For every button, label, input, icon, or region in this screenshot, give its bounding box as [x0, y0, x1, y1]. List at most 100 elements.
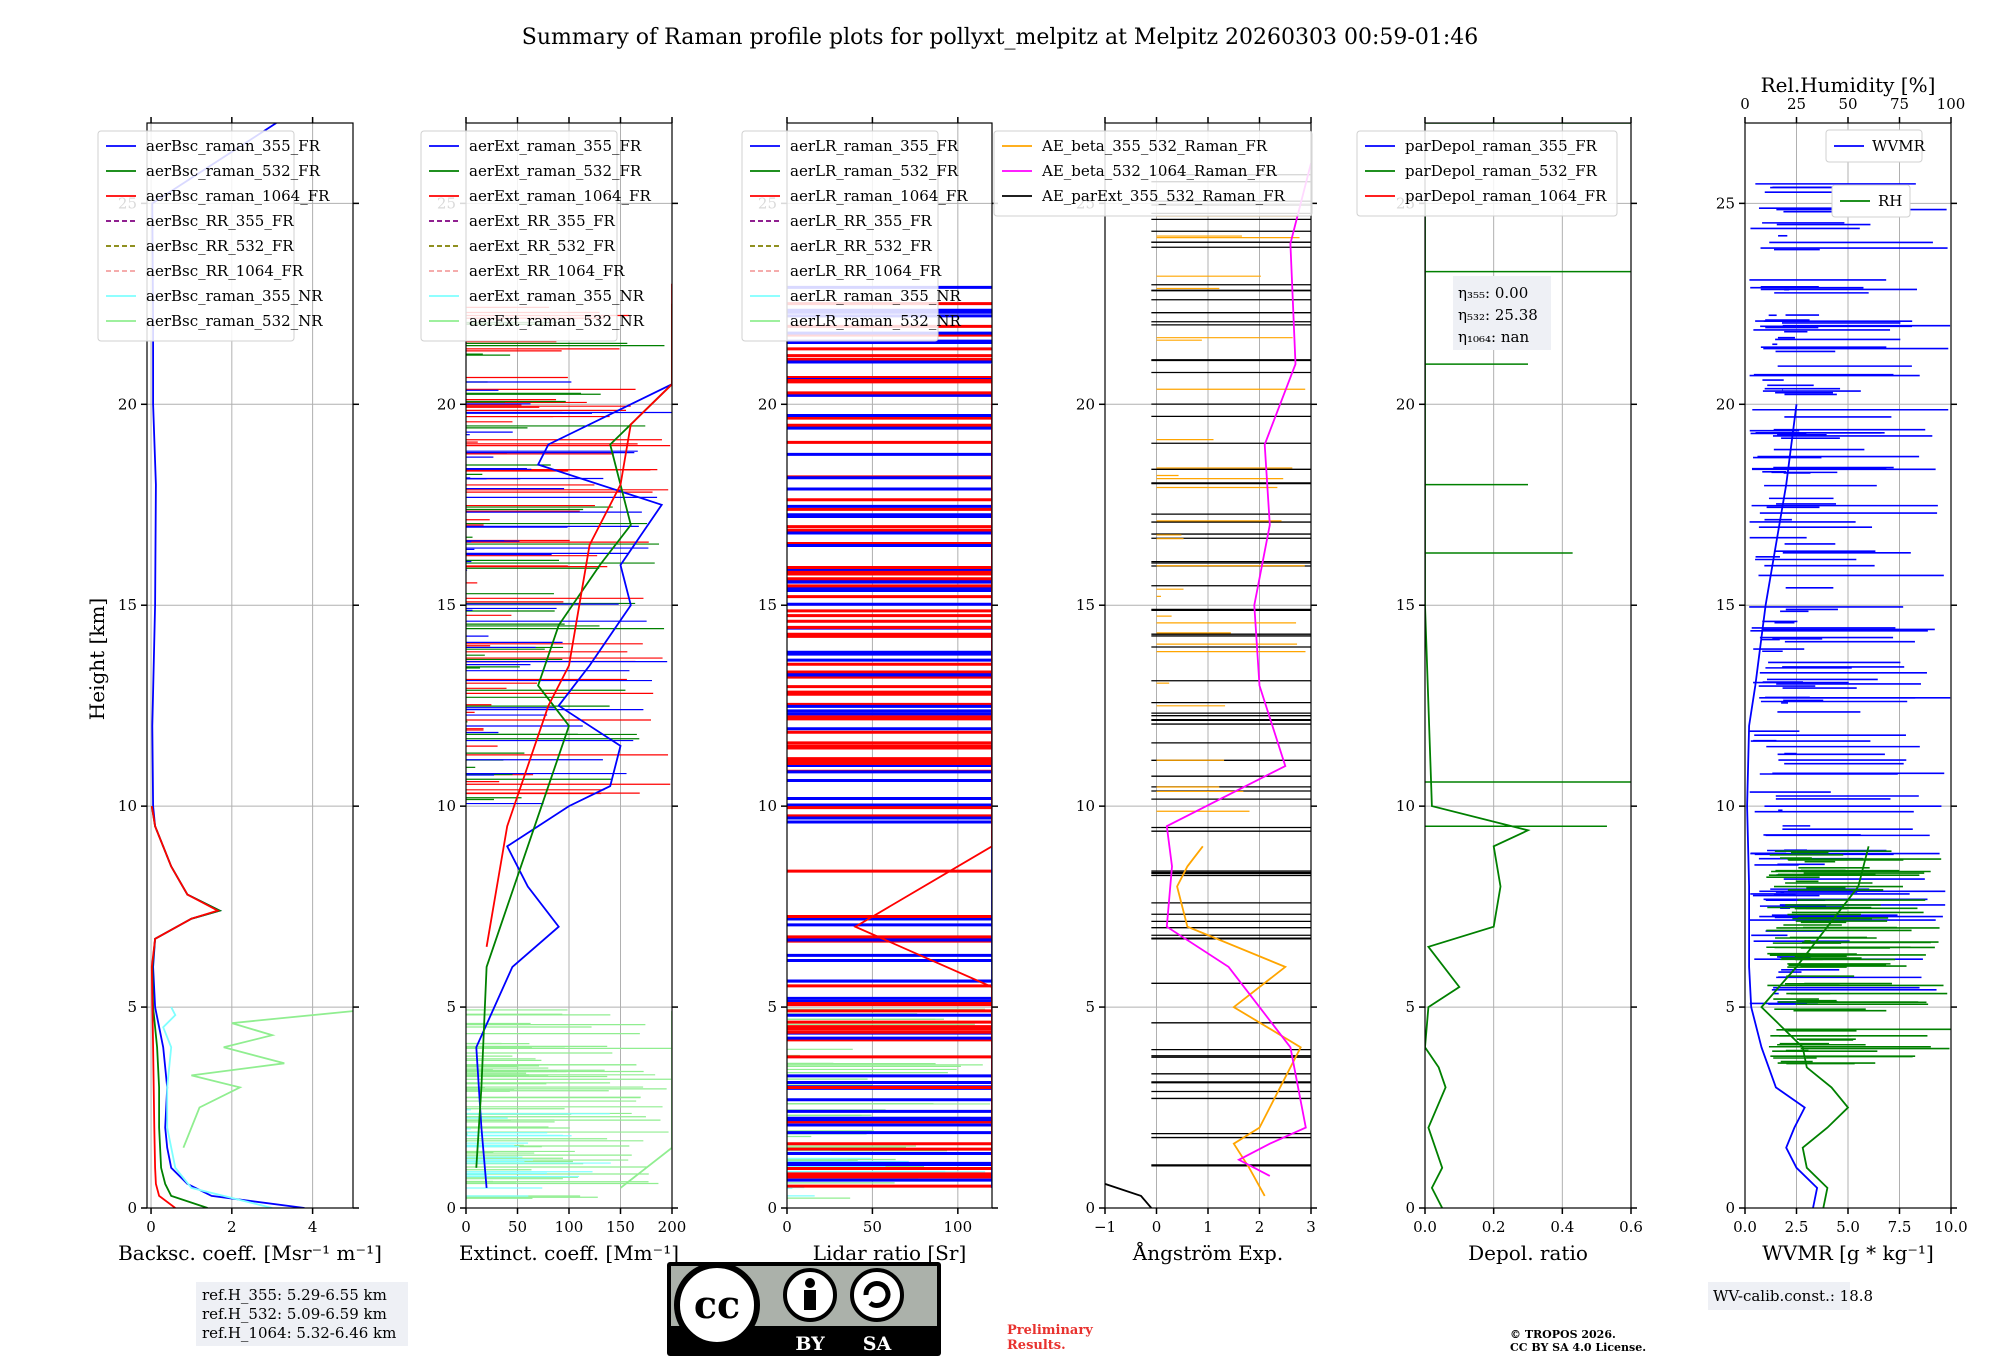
x-tick-label-ae: −1: [1094, 1218, 1116, 1236]
x-tick-label-ae: 1: [1203, 1218, 1213, 1236]
series-line-aerExt_raman_1064_FR: [485, 283, 672, 947]
y-tick-label-wv: 15: [1716, 596, 1735, 614]
x-tick-label-depol: 0.0: [1413, 1218, 1437, 1236]
legend-label: aerExt_raman_355_FR: [469, 137, 642, 155]
legend-label: AE_parExt_355_532_Raman_FR: [1041, 187, 1286, 205]
legend-label: aerBsc_raman_532_FR: [146, 162, 321, 180]
sa-arrow-icon: [863, 1281, 891, 1308]
top-x-tick-label: 25: [1787, 95, 1806, 113]
legend-label: aerLR_raman_1064_FR: [790, 187, 968, 205]
series-line-aerBsc_raman_355_NR: [162, 1006, 273, 1208]
y-tick-label-depol: 0: [1405, 1199, 1415, 1217]
series-line-aerBsc_raman_1064_FR: [150, 805, 221, 1208]
series-line-AE_parExt_355_532_Raman_FR: [1105, 1183, 1152, 1208]
ref-h-355: ref.H_355: 5.29-6.55 km: [202, 1286, 387, 1304]
y-tick-label-ext: 10: [437, 797, 456, 815]
annotation-line: η₅₃₂: 25.38: [1458, 306, 1538, 324]
series-line-AE_beta_355_532_Raman_FR: [1176, 845, 1302, 1197]
legend-label: parDepol_raman_532_FR: [1405, 162, 1598, 180]
legend-label: aerLR_raman_532_FR: [790, 162, 959, 180]
sa-circle-icon: [850, 1268, 904, 1322]
y-tick-label-depol: 5: [1405, 998, 1415, 1016]
legend-label: aerExt_RR_532_FR: [469, 237, 616, 255]
preliminary-label: Preliminary: [1007, 1323, 1093, 1338]
legend-lr: aerLR_raman_355_FR aerLR_raman_532_FR aerL…: [741, 130, 968, 342]
series-group-lr: [787, 285, 992, 1199]
y-axis-label: Height [km]: [85, 598, 109, 720]
y-tick-label-ext: 5: [446, 998, 456, 1016]
legend-label: aerExt_raman_355_NR: [469, 287, 645, 305]
y-tick-label-wv: 25: [1716, 194, 1735, 212]
legend-box: [1356, 130, 1618, 217]
wv-calib-text: WV-calib.const.: 18.8: [1713, 1287, 1873, 1305]
legend-rh: RH: [1831, 184, 1911, 218]
legend-label: aerBsc_raman_1064_FR: [146, 187, 330, 205]
x-tick-label-ext: 150: [606, 1218, 635, 1236]
y-tick-label-ae: 15: [1076, 596, 1095, 614]
legend-label: aerLR_raman_532_NR: [790, 312, 961, 330]
cc-logo-text: cc: [694, 1282, 740, 1327]
legend-label: parDepol_raman_355_FR: [1405, 137, 1598, 155]
series-line-aerExt_raman_355_FR: [475, 383, 672, 1188]
x-tick-label-ext: 100: [555, 1218, 584, 1236]
series-group-bsc: [150, 123, 353, 1208]
y-tick-label-depol: 20: [1396, 395, 1415, 413]
series-line-parDepol_raman_532_FR: [1425, 203, 1531, 1208]
legend-label: aerBsc_RR_532_FR: [146, 237, 294, 255]
x-tick-label-lr: 0: [782, 1218, 792, 1236]
legend-box: [741, 130, 939, 342]
x-tick-label-depol: 0.2: [1482, 1218, 1506, 1236]
x-tick-label-wv: 0.0: [1733, 1218, 1757, 1236]
x-axis-label-bsc: Backsc. coeff. [Msr⁻¹ m⁻¹]: [118, 1241, 382, 1265]
annotation-box: [1453, 276, 1551, 350]
legend-label: WVMR: [1872, 137, 1926, 155]
y-tick-label-bsc: 10: [118, 797, 137, 815]
x-axis-label-ext: Extinct. coeff. [Mm⁻¹]: [459, 1241, 679, 1265]
panel-lr: 0501000510152025Lidar ratio [Sr]aerLR_ra…: [741, 117, 998, 1265]
y-tick-label-lr: 0: [767, 1199, 777, 1217]
y-tick-label-lr: 15: [758, 596, 777, 614]
x-tick-label-wv: 7.5: [1888, 1218, 1912, 1236]
x-tick-label-ae: 0: [1152, 1218, 1162, 1236]
axes-frame-lr: [786, 122, 993, 1209]
legend-label: aerExt_raman_532_NR: [469, 312, 645, 330]
y-tick-label-wv: 0: [1725, 1199, 1735, 1217]
y-tick-label-ae: 20: [1076, 395, 1095, 413]
legend-label: aerExt_RR_355_FR: [469, 212, 616, 230]
legend-depol: parDepol_raman_355_FR parDepol_raman_532_…: [1356, 130, 1618, 217]
y-tick-label-lr: 10: [758, 797, 777, 815]
copyright-line-1: © TROPOS 2026.: [1510, 1328, 1616, 1341]
copyright-line-2: CC BY SA 4.0 License.: [1510, 1341, 1646, 1354]
x-axis-label-ae: Ångström Exp.: [1132, 1240, 1283, 1265]
y-tick-label-ext: 20: [437, 395, 456, 413]
top-x-tick-label: 0: [1740, 95, 1750, 113]
legend-ext: aerExt_raman_355_FR aerExt_raman_532_FRae…: [420, 130, 651, 342]
series-line-RH: [1760, 846, 1870, 1208]
by-person-head-icon: [805, 1278, 815, 1288]
legend-label: AE_beta_532_1064_Raman_FR: [1041, 162, 1277, 180]
ref-h-1064: ref.H_1064: 5.32-6.46 km: [202, 1324, 396, 1342]
series-group-ext: [466, 283, 672, 1199]
y-tick-label-depol: 10: [1396, 797, 1415, 815]
results-label: Results.: [1007, 1338, 1066, 1353]
legend-box: [1831, 184, 1911, 218]
series-line-aerExt_raman_532_NR: [619, 1011, 672, 1189]
x-tick-label-bsc: 4: [308, 1218, 318, 1236]
top-axis-label: Rel.Humidity [%]: [1761, 73, 1936, 97]
legend-bsc: aerBsc_raman_355_FR aerBsc_raman_532_FRae…: [97, 130, 330, 342]
x-tick-label-depol: 0.4: [1550, 1218, 1574, 1236]
legend-box: [420, 130, 618, 342]
y-tick-label-wv: 5: [1725, 998, 1735, 1016]
legend-label: aerLR_RR_1064_FR: [790, 262, 942, 280]
y-tick-label-bsc: 15: [118, 596, 137, 614]
x-tick-label-lr: 100: [944, 1218, 973, 1236]
series-group-wv: [1746, 183, 1951, 1208]
axes-frame-depol: [1424, 122, 1632, 1209]
x-tick-label-lr: 50: [863, 1218, 882, 1236]
badge-by-label: BY: [795, 1333, 825, 1355]
wv-calib-box: WV-calib.const.: 18.8: [1708, 1282, 1873, 1310]
y-tick-label-bsc: 20: [118, 395, 137, 413]
series-line-AE_beta_532_1064_Raman_FR: [1165, 162, 1311, 1177]
legend-label: aerBsc_raman_532_NR: [146, 312, 323, 330]
legend-label: aerBsc_raman_355_FR: [146, 137, 321, 155]
